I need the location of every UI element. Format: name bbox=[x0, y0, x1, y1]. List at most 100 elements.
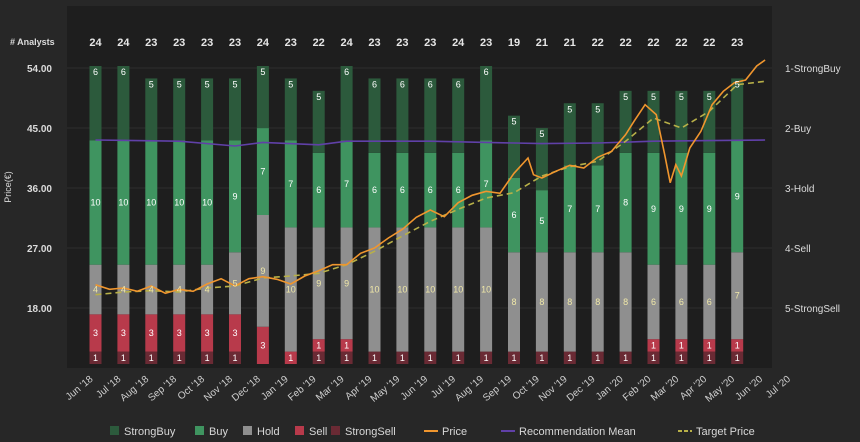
bar-value-label: 1 bbox=[372, 353, 377, 363]
y-tick-label: 27.00 bbox=[27, 244, 52, 255]
bar-value-label: 10 bbox=[397, 285, 407, 295]
bar-value-label: 10 bbox=[118, 198, 128, 208]
bar-segment-sell bbox=[145, 314, 158, 352]
bar-value-label: 1 bbox=[316, 353, 321, 363]
bar-segment-strongbuy bbox=[229, 78, 241, 141]
bar-segment-hold bbox=[480, 227, 493, 352]
analyst-count: 23 bbox=[368, 37, 380, 49]
bar-segment-strongsell bbox=[145, 351, 158, 364]
bar-value-label: 1 bbox=[707, 353, 712, 363]
bar-value-label: 5 bbox=[260, 67, 265, 77]
bar-value-label: 1 bbox=[93, 353, 98, 363]
analyst-count: 24 bbox=[89, 37, 102, 49]
bar-segment-strongsell bbox=[229, 351, 241, 364]
bar-segment-strongbuy bbox=[508, 115, 520, 178]
bar-value-label: 5 bbox=[288, 79, 293, 89]
bar-segment-hold bbox=[508, 252, 520, 352]
bar-segment-buy bbox=[675, 152, 688, 265]
bar-value-label: 1 bbox=[428, 353, 433, 363]
bar-segment-strongsell bbox=[480, 351, 493, 364]
legend-label: Recommendation Mean bbox=[519, 426, 636, 438]
bar-segment-hold bbox=[117, 264, 130, 315]
x-tick-label: Mar '19 bbox=[314, 374, 347, 404]
bar-value-label: 8 bbox=[623, 198, 628, 208]
legend-swatch bbox=[243, 426, 252, 435]
bar-segment-strongbuy bbox=[396, 78, 409, 153]
analyst-count: 23 bbox=[731, 37, 743, 49]
bar-segment-strongsell bbox=[452, 351, 465, 364]
analyst-count: 24 bbox=[257, 37, 270, 49]
bar-value-label: 9 bbox=[344, 278, 349, 288]
y-tick-label: 18.00 bbox=[27, 304, 52, 315]
bar-segment-hold bbox=[396, 227, 409, 352]
bar-segment-sell bbox=[201, 314, 214, 352]
bar-value-label: 1 bbox=[707, 340, 712, 350]
bar-segment-sell bbox=[256, 326, 269, 364]
legend-label: StrongBuy bbox=[124, 426, 176, 438]
bar-segment-strongsell bbox=[731, 351, 744, 364]
bar-segment-strongbuy bbox=[284, 78, 297, 141]
legend-swatch bbox=[331, 426, 340, 435]
bar-segment-buy bbox=[312, 152, 325, 228]
bar-value-label: 7 bbox=[595, 204, 600, 214]
bar-value-label: 10 bbox=[369, 285, 379, 295]
bar-value-label: 6 bbox=[679, 297, 684, 307]
bar-value-label: 1 bbox=[511, 353, 516, 363]
bar-value-label: 10 bbox=[90, 198, 100, 208]
bar-segment-buy bbox=[284, 140, 297, 228]
bar-value-label: 5 bbox=[177, 79, 182, 89]
bar-value-label: 6 bbox=[316, 185, 321, 195]
bar-segment-strongsell bbox=[340, 351, 353, 364]
bar-segment-buy bbox=[368, 152, 381, 228]
bar-segment-buy bbox=[508, 177, 520, 253]
price-line bbox=[95, 59, 766, 295]
bar-segment-hold bbox=[256, 215, 269, 327]
bar-segment-buy bbox=[201, 140, 214, 265]
x-tick-label: Dec '18 bbox=[230, 374, 263, 404]
bar-segment-buy bbox=[340, 140, 353, 228]
rating-label: 1-StrongBuy bbox=[785, 64, 841, 75]
x-tick-label: Aug '19 bbox=[453, 374, 486, 404]
x-tick-label: Dec '19 bbox=[565, 374, 598, 404]
x-tick-label: Nov '19 bbox=[537, 374, 570, 404]
legend-swatch bbox=[295, 426, 304, 435]
bar-value-label: 1 bbox=[456, 353, 461, 363]
bar-value-label: 9 bbox=[735, 191, 740, 201]
target-price-line bbox=[95, 80, 766, 296]
bar-segment-hold bbox=[647, 264, 660, 340]
bar-segment-strongsell bbox=[591, 351, 604, 364]
analyst-count: 23 bbox=[424, 37, 436, 49]
analyst-count: 23 bbox=[173, 37, 185, 49]
x-tick-label: Sep '18 bbox=[146, 374, 179, 404]
rating-label: 4-Sell bbox=[785, 244, 811, 255]
bar-value-label: 3 bbox=[260, 340, 265, 350]
bar-value-label: 5 bbox=[567, 104, 572, 114]
bar-segment-buy bbox=[229, 140, 241, 253]
bar-segment-sell bbox=[731, 339, 744, 352]
bar-value-label: 5 bbox=[735, 79, 740, 89]
bar-value-label: 6 bbox=[400, 79, 405, 89]
bar-value-label: 10 bbox=[425, 285, 435, 295]
bar-segment-strongbuy bbox=[312, 90, 325, 153]
bar-segment-strongsell bbox=[368, 351, 381, 364]
legend-label: StrongSell bbox=[345, 426, 396, 438]
bar-value-label: 6 bbox=[651, 297, 656, 307]
analyst-count: 22 bbox=[675, 37, 687, 49]
bar-value-label: 10 bbox=[202, 198, 212, 208]
bar-value-label: 1 bbox=[679, 353, 684, 363]
bar-segment-hold bbox=[284, 227, 297, 352]
legend-label: Target Price bbox=[696, 426, 755, 438]
x-tick-label: Jun '20 bbox=[733, 374, 765, 403]
bar-segment-hold bbox=[201, 264, 214, 315]
bar-segment-hold bbox=[340, 227, 353, 340]
bar-value-label: 5 bbox=[511, 117, 516, 127]
bar-segment-sell bbox=[89, 314, 102, 352]
bar-segment-strongbuy bbox=[424, 78, 437, 153]
bar-segment-hold bbox=[424, 227, 437, 352]
bar-segment-buy bbox=[563, 165, 576, 253]
bar-segment-strongsell bbox=[563, 351, 576, 364]
bar-segment-sell bbox=[675, 339, 688, 352]
bar-segment-hold bbox=[229, 252, 241, 315]
bar-segment-hold bbox=[452, 227, 465, 352]
bar-segment-strongbuy bbox=[563, 103, 576, 166]
